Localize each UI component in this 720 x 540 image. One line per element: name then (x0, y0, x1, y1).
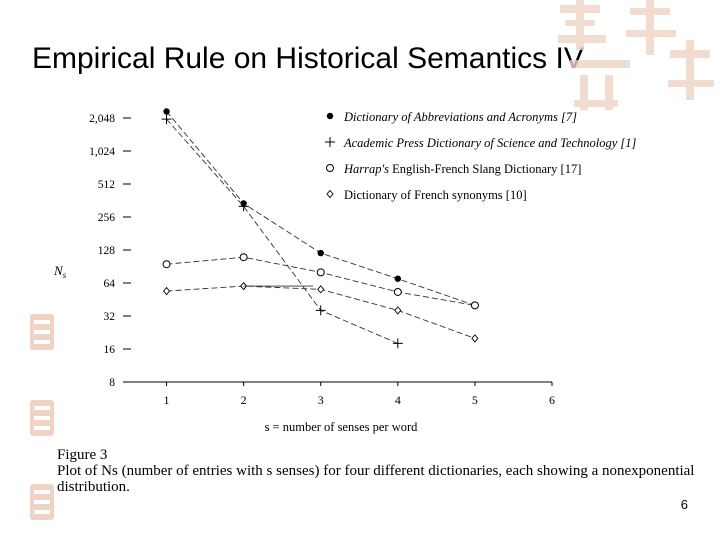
legend-entry: Dictionary of Abbreviations and Acronyms… (343, 110, 577, 124)
data-point (393, 287, 402, 296)
data-point (326, 164, 334, 172)
data-point (394, 306, 402, 315)
data-point (163, 108, 170, 115)
slide-title: Empirical Rule on Historical Semantics I… (32, 42, 584, 75)
series-line (166, 118, 398, 344)
x-axis-label: s = number of senses per word (265, 420, 419, 434)
y-tick-label: 8 (109, 377, 115, 389)
page-number: 6 (680, 497, 688, 512)
legend-entry: Dictionary of French synonyms [10] (344, 188, 527, 202)
y-tick-label: 64 (104, 278, 116, 290)
y-tick-label: 1,024 (89, 146, 115, 158)
data-point (239, 253, 248, 262)
data-point (238, 201, 249, 212)
y-tick-label: 512 (98, 179, 116, 191)
figure-label: Figure 3 (57, 447, 108, 463)
x-tick-label: 4 (395, 393, 401, 407)
x-tick-label: 3 (318, 393, 324, 407)
figure-caption: Figure 3 Plot of Ns (number of entries w… (57, 447, 697, 495)
data-point (317, 285, 325, 294)
data-point (470, 301, 479, 310)
y-tick-label: 2,048 (89, 113, 115, 125)
data-point (315, 305, 326, 316)
data-point (316, 268, 325, 277)
data-point (161, 114, 172, 125)
x-tick-label: 2 (241, 393, 247, 407)
data-point (325, 137, 335, 147)
x-tick-label: 1 (164, 393, 170, 407)
series-line (166, 256, 475, 306)
data-point (162, 260, 171, 269)
legend-entry: Harrap's English-French Slang Dictionary… (343, 162, 581, 176)
data-point (162, 286, 171, 296)
y-tick-label: 128 (98, 245, 116, 257)
data-point (240, 281, 248, 291)
side-seal-icon (30, 484, 54, 520)
y-axis-label: Ns (53, 263, 67, 280)
x-tick-label: 5 (472, 393, 478, 407)
data-point (392, 338, 403, 349)
data-point (471, 334, 479, 343)
side-seal-icon (30, 400, 54, 436)
x-tick-label: 6 (549, 393, 555, 407)
data-point (394, 275, 402, 282)
y-tick-label: 32 (104, 311, 116, 323)
data-point (326, 112, 334, 120)
y-tick-label: 256 (98, 212, 116, 224)
data-point (317, 249, 324, 257)
figure-caption-text: Plot of Ns (number of entries with s sen… (57, 463, 695, 495)
legend-entry: Academic Press Dictionary of Science and… (343, 136, 637, 150)
side-seal-icon (30, 314, 54, 350)
logo-watermark-icon (558, 0, 714, 110)
data-point (326, 189, 334, 199)
y-tick-label: 16 (104, 344, 116, 356)
